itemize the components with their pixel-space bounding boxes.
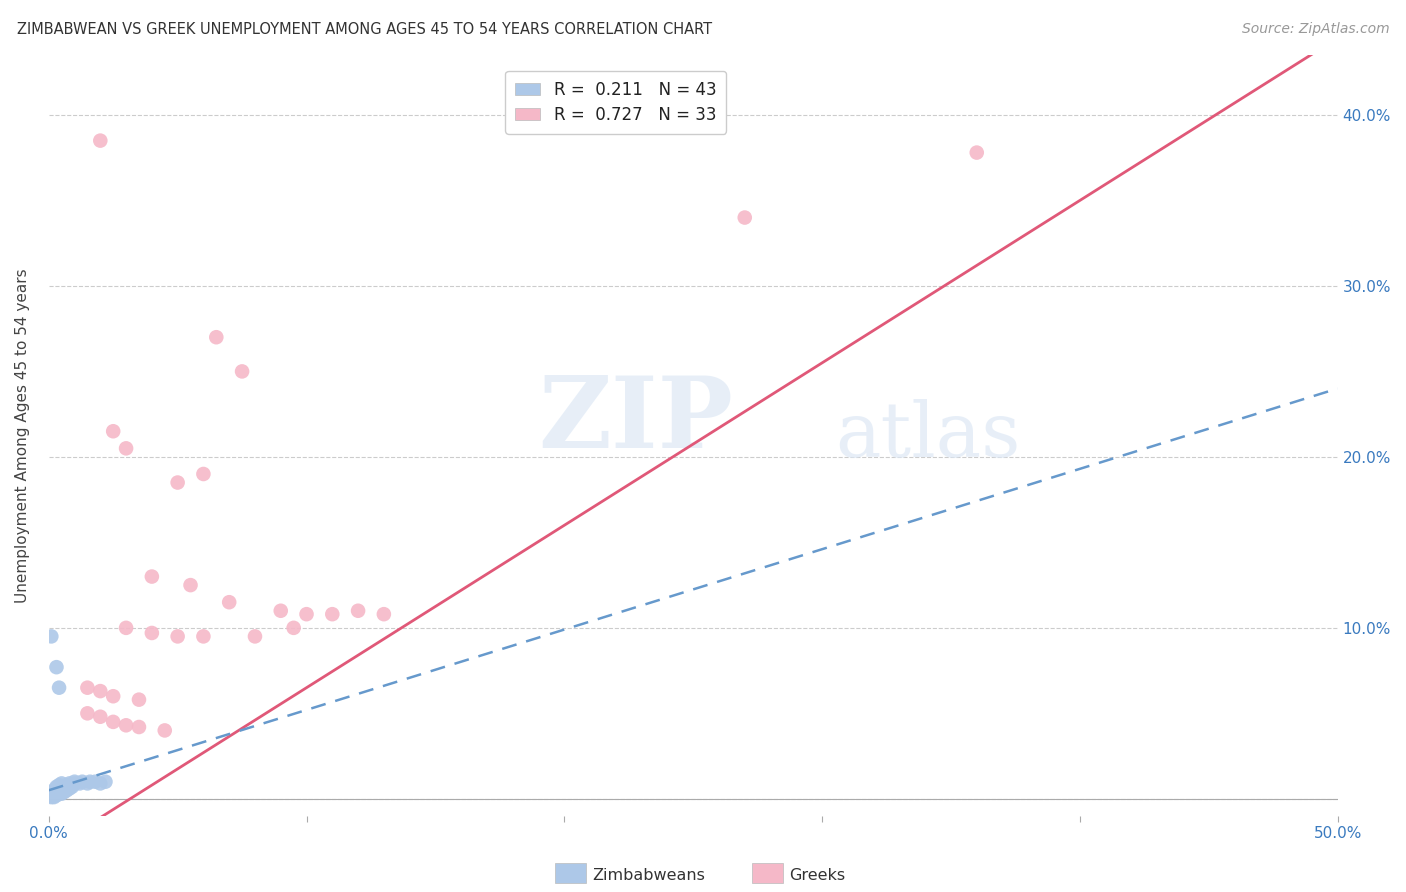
Point [270,604,292,618]
Text: Source: ZipAtlas.com: Source: ZipAtlas.com [1241,22,1389,37]
Point [45,781,67,796]
Point [51,781,73,796]
Point [295,607,318,622]
Point [166,629,188,643]
Point [231,364,253,378]
Point [141,569,163,583]
Text: Greeks: Greeks [789,869,845,883]
Point [60,780,83,794]
Point [128,692,150,706]
Point [103,690,125,704]
Point [45,785,67,799]
Point [347,604,370,618]
Point [48,787,70,801]
Point [103,714,125,729]
Point [180,578,202,592]
Point [56,778,79,792]
Text: Zimbabweans: Zimbabweans [592,869,704,883]
Point [76,776,98,790]
Point [153,723,176,738]
Point [58,780,80,794]
Point [76,681,98,695]
Point [128,720,150,734]
Point [115,621,138,635]
Point [63,774,86,789]
Text: ZIMBABWEAN VS GREEK UNEMPLOYMENT AMONG AGES 45 TO 54 YEARS CORRELATION CHART: ZIMBABWEAN VS GREEK UNEMPLOYMENT AMONG A… [17,22,711,37]
Point [53,785,76,799]
Point [48,783,70,797]
Point [89,776,111,790]
Text: atlas: atlas [835,399,1021,473]
Legend: R =  0.211   N = 43, R =  0.727   N = 33: R = 0.211 N = 43, R = 0.727 N = 33 [505,71,727,134]
Point [115,718,138,732]
Point [76,706,98,721]
Point [45,789,67,803]
Point [41,789,63,803]
Point [205,330,228,344]
Point [56,783,79,797]
Point [45,660,67,674]
Point [283,621,305,635]
Point [41,790,63,805]
Point [51,787,73,801]
Point [51,776,73,790]
Point [373,607,395,622]
Point [45,787,67,801]
Point [51,785,73,799]
Point [63,776,86,790]
Point [103,424,125,438]
Point [243,629,266,643]
Point [734,211,756,225]
Point [193,629,215,643]
Point [72,774,94,789]
Point [141,626,163,640]
Point [42,789,65,803]
Point [48,785,70,799]
Y-axis label: Unemployment Among Ages 45 to 54 years: Unemployment Among Ages 45 to 54 years [15,268,30,603]
Point [94,774,117,789]
Text: ZIP: ZIP [538,372,734,469]
Point [193,467,215,481]
Point [89,710,111,724]
Point [42,785,65,799]
Point [56,781,79,796]
Point [218,595,240,609]
Point [69,776,91,790]
Point [41,629,63,643]
Point [321,607,343,622]
Point [58,781,80,796]
Point [166,475,188,490]
Point [45,780,67,794]
Point [42,783,65,797]
Point [48,681,70,695]
Point [53,783,76,797]
Point [42,790,65,805]
Point [58,776,80,790]
Point [41,787,63,801]
Point [48,778,70,792]
Point [966,145,988,160]
Point [60,778,83,792]
Point [84,774,107,789]
Point [53,780,76,794]
Point [89,684,111,698]
Point [89,134,111,148]
Point [115,442,138,456]
Point [79,774,101,789]
